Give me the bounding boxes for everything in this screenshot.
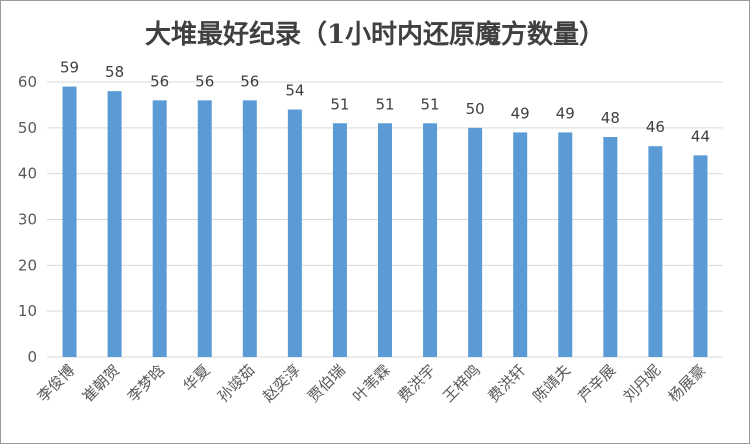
category-label: 芦辛展 bbox=[575, 361, 620, 406]
category-label: 陈靖夫 bbox=[530, 361, 575, 406]
category-label: 崔朝贺 bbox=[79, 361, 124, 406]
bar bbox=[693, 155, 708, 357]
data-label: 54 bbox=[285, 82, 304, 100]
category-label: 华夏 bbox=[180, 361, 214, 395]
bar bbox=[107, 91, 122, 358]
y-tick-label: 20 bbox=[18, 256, 37, 274]
bars bbox=[62, 86, 708, 358]
bar bbox=[152, 100, 167, 357]
category-label: 费洪宇 bbox=[394, 361, 439, 406]
data-label: 46 bbox=[646, 118, 665, 136]
bar bbox=[242, 100, 257, 357]
data-label: 51 bbox=[421, 95, 440, 113]
data-label: 51 bbox=[330, 95, 349, 113]
y-tick-label: 30 bbox=[18, 211, 37, 229]
bar bbox=[197, 100, 212, 357]
bar bbox=[62, 86, 77, 357]
data-label: 51 bbox=[375, 95, 394, 113]
category-label: 刘丹妮 bbox=[620, 361, 665, 406]
bar bbox=[332, 123, 347, 357]
bar bbox=[603, 137, 618, 357]
category-label: 孙竣茹 bbox=[214, 361, 259, 406]
bar bbox=[468, 127, 483, 357]
y-tick-label: 40 bbox=[18, 165, 37, 183]
category-label: 费洪轩 bbox=[484, 361, 529, 406]
bar bbox=[287, 109, 302, 357]
data-label: 56 bbox=[195, 72, 214, 90]
data-labels: 59 58 56 56 56 54 51 51 51 50 49 49 48 46 44 bbox=[60, 59, 710, 146]
data-label: 56 bbox=[150, 72, 169, 90]
y-tick-label: 0 bbox=[27, 348, 37, 366]
y-tick-label: 60 bbox=[18, 73, 37, 91]
y-tick-label: 50 bbox=[18, 119, 37, 137]
data-label: 56 bbox=[240, 72, 259, 90]
data-label: 58 bbox=[105, 63, 124, 81]
category-label: 贾伯瑞 bbox=[304, 361, 349, 406]
category-label: 叶苇霖 bbox=[349, 361, 394, 406]
category-label: 李梦晗 bbox=[124, 361, 169, 406]
data-label: 59 bbox=[60, 59, 79, 77]
y-axis-ticks: 0 10 20 30 40 50 60 bbox=[18, 73, 37, 366]
data-label: 49 bbox=[556, 104, 575, 122]
bar bbox=[558, 132, 573, 357]
category-label: 赵奕淳 bbox=[259, 361, 304, 406]
data-label: 49 bbox=[511, 104, 530, 122]
category-label: 杨展豪 bbox=[665, 361, 710, 406]
category-labels: 李俊博 崔朝贺 李梦晗 华夏 孙竣茹 赵奕淳 贾伯瑞 叶苇霖 费洪宇 王梓鸣 费洪轩 陈靖夫 芦辛展 刘丹… bbox=[34, 361, 709, 406]
category-label: 李俊博 bbox=[34, 361, 79, 406]
data-label: 44 bbox=[691, 127, 710, 145]
bar bbox=[648, 146, 663, 357]
chart-title: 大堆最好纪录（1小时内还原魔方数量） bbox=[145, 19, 605, 50]
data-label: 50 bbox=[466, 100, 485, 118]
category-label: 王梓鸣 bbox=[439, 361, 484, 406]
bar bbox=[378, 123, 392, 357]
data-label: 48 bbox=[601, 109, 620, 127]
y-tick-label: 10 bbox=[18, 302, 37, 320]
bar bbox=[513, 132, 528, 357]
bar bbox=[423, 123, 438, 357]
